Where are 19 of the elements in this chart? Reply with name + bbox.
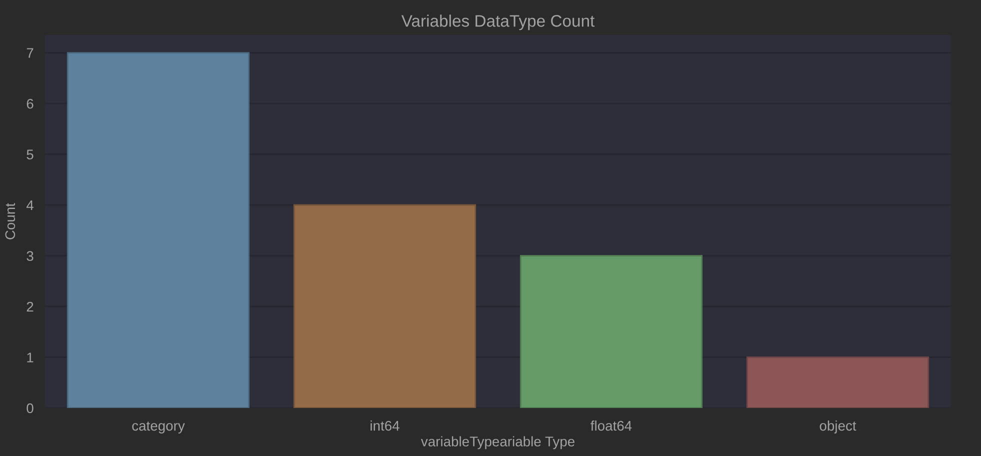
- bar: [66, 52, 250, 408]
- bar: [746, 356, 930, 408]
- bar: [293, 204, 476, 408]
- x-tick-label: int64: [370, 420, 400, 431]
- x-tick-label: object: [820, 420, 856, 434]
- x-tick-label: float64: [590, 420, 632, 431]
- y-axis-title: Count: [5, 203, 16, 240]
- y-tick-label: 5: [26, 150, 34, 160]
- y-tick-label: 2: [26, 302, 34, 312]
- bar: [520, 255, 703, 408]
- y-tick-label: 6: [26, 98, 34, 109]
- y-tick-label: 0: [26, 403, 34, 414]
- x-tick-label: category: [132, 422, 185, 434]
- y-tick-label: 1: [27, 352, 34, 362]
- chart-title: Variables DataType Count: [401, 14, 595, 30]
- y-tick-label: 7: [26, 48, 34, 58]
- y-tick-label: 4: [26, 200, 34, 210]
- y-tick-label: 3: [26, 251, 34, 261]
- x-axis-title: variableTypeariable Type: [420, 436, 574, 450]
